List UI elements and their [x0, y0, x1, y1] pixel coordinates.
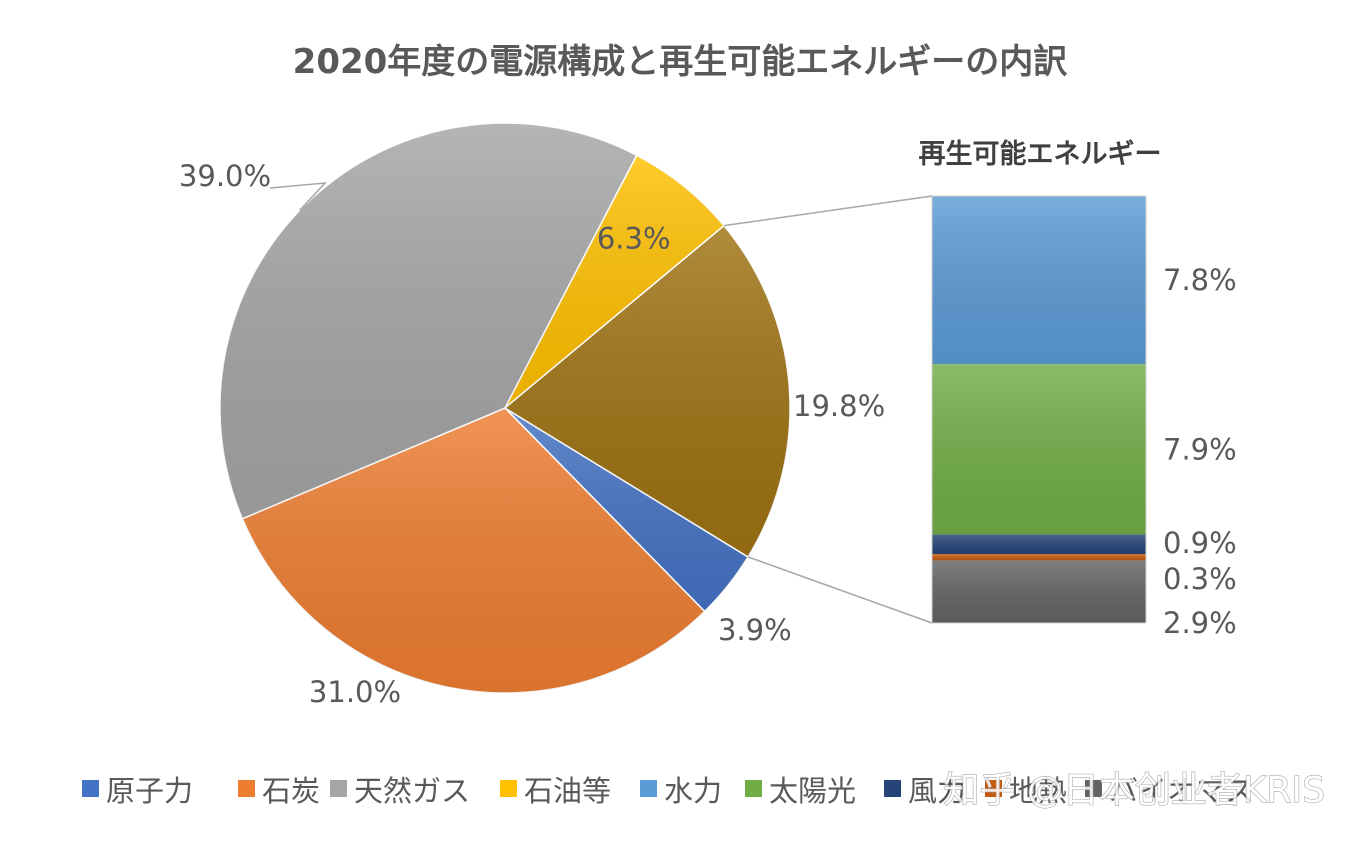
legend-swatch-2 — [330, 780, 347, 797]
legend-swatch-8 — [1085, 780, 1102, 797]
legend-label-5: 太陽光 — [769, 774, 856, 808]
bar-segment-shade-hydro — [932, 196, 1146, 365]
legend-label-4: 水力 — [664, 774, 722, 808]
bar-data-labels: 7.8% 7.9% 0.9%0.3% 2.9% — [1163, 263, 1237, 640]
pie-data-labels: 3.9% 31.0% 39.0% 6.3% 19.8% — [179, 159, 885, 709]
legend-label-2: 天然ガス — [354, 774, 470, 808]
leader-line-natural-gas — [269, 182, 327, 211]
renewables-stacked-bar — [931, 195, 1147, 624]
bar-label-wind: 0.9% — [1163, 526, 1237, 560]
pie-label-natural-gas: 39.0% — [179, 159, 271, 193]
bar-label-hydro: 7.8% — [1163, 263, 1237, 297]
legend-label-8: バイオマス — [1109, 774, 1254, 808]
pie-label-renewables: 19.8% — [793, 389, 885, 423]
legend-label-6: 風力 — [908, 774, 966, 808]
chart-title: 2020年度の電源構成と再生可能エネルギーの内訳 — [293, 42, 1069, 82]
legend-swatch-4 — [640, 780, 657, 797]
legend: 原子力 石炭 天然ガス 石油等 水力 太陽光 風力 地熱 バイオマス — [82, 774, 1254, 808]
bar-label-solar: 7.9% — [1163, 432, 1237, 466]
bar-segment-shade-biomass — [932, 560, 1146, 623]
legend-swatch-6 — [884, 780, 901, 797]
connector-lines — [723, 195, 933, 624]
legend-swatch-1 — [238, 780, 255, 797]
legend-label-0: 原子力 — [106, 774, 193, 808]
connector-top — [723, 195, 933, 227]
bar-segment-shade-geothermal — [932, 553, 1146, 561]
legend-swatch-5 — [745, 780, 762, 797]
bar-label-biomass: 2.9% — [1163, 606, 1237, 640]
legend-label-1: 石炭 — [262, 774, 320, 808]
watermark: 知乎 @日本创业者KRIS — [943, 770, 1325, 811]
legend-label-7: 地熱 — [1009, 774, 1067, 808]
pie-chart — [219, 122, 791, 694]
bar-label-geothermal: 0.3% — [1163, 562, 1237, 596]
renewables-subtitle: 再生可能エネルギー — [919, 138, 1162, 170]
legend-swatch-0 — [82, 780, 99, 797]
connector-bottom — [747, 556, 933, 624]
pie-label-oil: 6.3% — [597, 221, 671, 255]
bar-segment-shade-wind — [932, 534, 1146, 554]
bar-segment-shade-solar — [932, 364, 1146, 535]
pie-label-nuclear: 3.9% — [718, 613, 792, 647]
legend-label-3: 石油等 — [524, 774, 611, 808]
bar-frame — [931, 195, 1147, 624]
legend-swatch-7 — [985, 780, 1002, 797]
pie-label-coal: 31.0% — [309, 675, 401, 709]
legend-swatch-3 — [500, 780, 517, 797]
